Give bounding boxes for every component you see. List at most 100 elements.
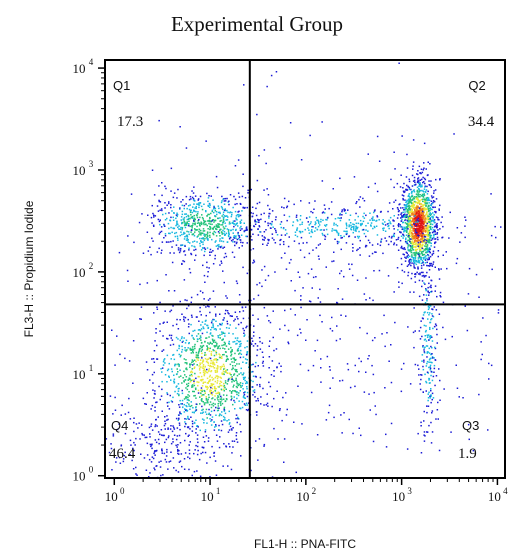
data-point [421,236,423,239]
data-point [320,229,323,231]
data-point [207,271,209,273]
data-point [114,364,116,366]
data-point [441,216,443,218]
data-point [220,205,223,208]
data-point [405,214,407,217]
data-point [405,237,407,239]
data-point [432,327,434,330]
data-point [431,412,433,414]
data-point [422,365,424,368]
data-point [223,227,225,230]
data-point [234,365,237,367]
data-point [411,240,413,243]
data-point [210,220,212,223]
data-point [170,240,172,243]
data-point [222,226,225,228]
data-point [189,366,191,368]
data-point [440,268,442,270]
data-point [273,239,275,241]
data-point [348,219,351,221]
data-point [183,231,185,234]
data-point [422,368,425,371]
data-point [149,436,151,438]
data-point [415,227,418,229]
data-point [343,210,346,212]
data-point [433,219,436,221]
data-point [230,355,232,357]
data-point [430,234,433,237]
data-point [225,327,228,329]
data-point [237,231,239,234]
data-point [464,236,466,239]
data-point [262,387,264,390]
data-point [129,418,132,420]
data-point [418,255,421,257]
data-point [280,365,282,367]
data-point [275,71,278,73]
data-point [186,409,189,412]
data-point [234,359,236,361]
data-point [243,329,245,332]
data-point [211,220,213,222]
data-point [232,365,234,367]
data-point [201,216,204,219]
data-point [197,333,200,335]
data-point [244,358,247,360]
data-point [417,273,420,275]
data-point [152,212,154,215]
data-point [185,404,187,407]
data-point [234,241,236,243]
data-point [236,441,239,443]
data-point [417,232,419,234]
data-point [491,268,493,271]
data-point [466,329,469,332]
data-point [200,240,202,243]
data-point [317,220,320,223]
data-point [234,244,236,247]
data-point [262,243,264,245]
data-point [439,399,441,401]
data-point [203,239,206,242]
data-point [128,397,130,400]
data-point [425,209,427,211]
data-point [382,219,384,221]
data-point [222,465,224,467]
data-point [330,201,333,203]
data-point [312,226,314,228]
data-point [411,255,413,258]
data-point [193,366,196,368]
data-point [151,447,153,450]
data-point [426,196,429,199]
data-point [418,368,420,370]
data-point [408,234,410,237]
data-point [154,468,156,471]
data-point [408,187,411,189]
data-point [265,404,268,406]
data-point [389,216,392,219]
data-point [270,74,273,77]
data-point [124,451,126,454]
data-point [410,221,412,224]
data-point [215,320,217,322]
data-point [428,240,430,242]
data-point [202,228,205,230]
data-point [426,411,428,414]
data-point [154,454,156,456]
data-point [414,251,416,254]
data-point [187,435,189,437]
data-point [206,235,209,238]
data-point [424,435,426,437]
data-point [220,324,223,326]
data-point [266,315,269,317]
data-point [403,247,406,249]
data-point [259,348,262,350]
data-point [426,215,428,218]
data-point [308,202,311,204]
data-point [417,260,420,263]
data-point [242,382,244,385]
data-point [200,241,203,243]
data-point [310,230,313,233]
data-point [194,372,196,375]
data-point [417,432,419,435]
data-point [192,407,194,409]
